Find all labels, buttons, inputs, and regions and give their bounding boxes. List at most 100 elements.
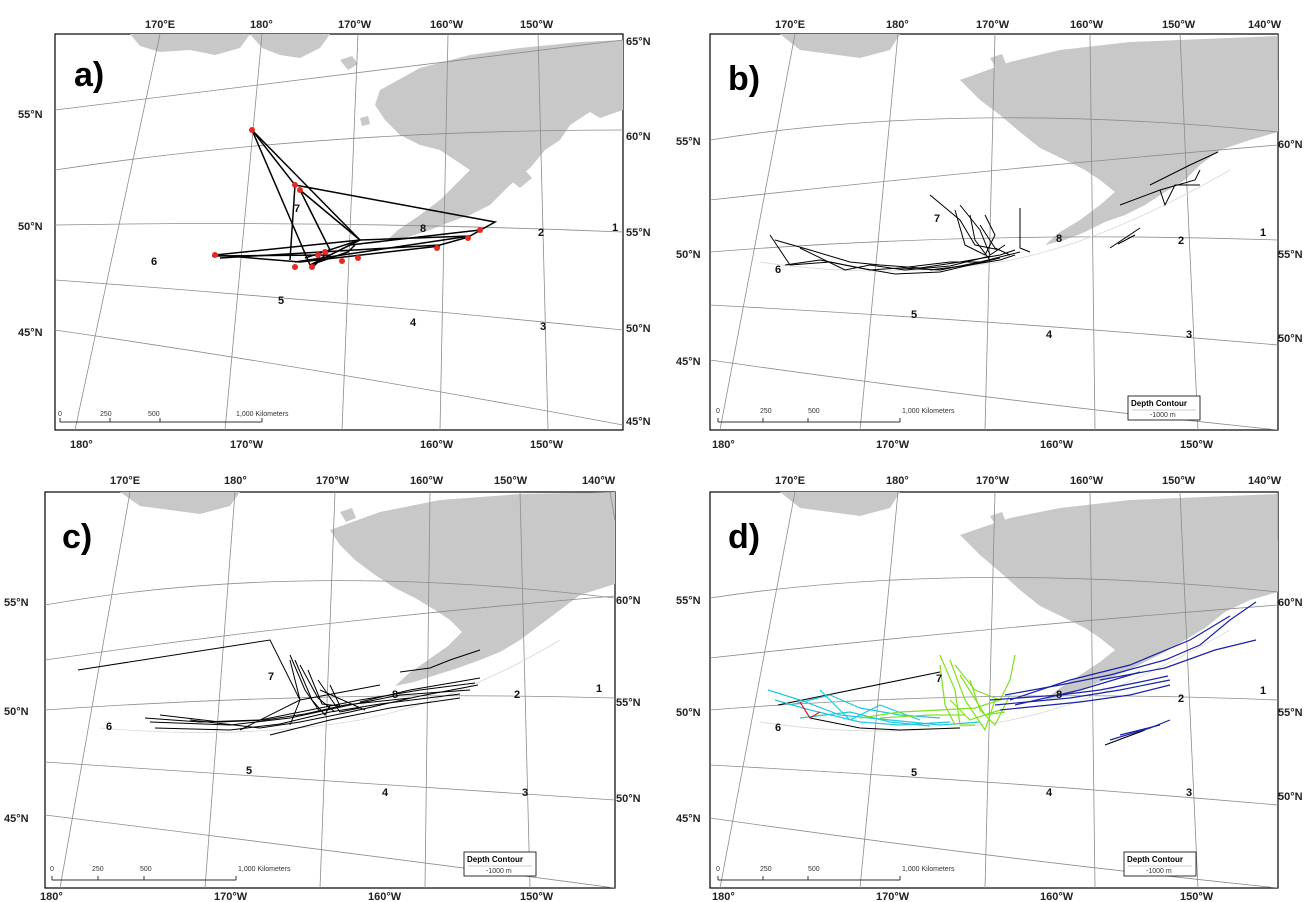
region-number: 8 [1056,689,1062,701]
tick-right: 55°N [616,697,641,709]
panel-d: d) 170°E 180° 170°W 160°W 150°W 140°W 18… [676,475,1303,902]
region-number: 5 [911,767,917,779]
scale-label: 500 [148,411,160,418]
land-siberia [120,492,240,514]
scale-label: 1,000 Kilometers [238,866,291,873]
depth-contour [759,169,1231,272]
tick-top: 150°W [494,475,528,487]
region-number: 1 [1260,227,1266,239]
tick-bottom: 160°W [1040,891,1074,902]
tick-top: 180° [886,475,909,487]
tick-left: 50°N [18,221,43,233]
tick-bottom: 170°W [214,891,248,902]
tick-top: 160°W [430,19,464,31]
scale-label: 500 [808,866,820,873]
tick-top: 140°W [1248,19,1282,31]
scale-label: 250 [100,411,112,418]
panel-letter: c) [62,518,92,556]
scale-label: 0 [716,866,720,873]
panel-letter: b) [728,60,760,98]
region-number: 8 [420,223,426,235]
region-number: 5 [246,765,252,777]
panel-c: c) 170°E 180° 170°W 160°W 150°W 140°W 18… [4,475,641,902]
scale-label: 500 [808,408,820,415]
tick-top: 150°W [1162,475,1196,487]
graticule [55,34,623,430]
land-siberia [780,492,900,516]
scale-label: 1,000 Kilometers [236,411,289,418]
region-number: 5 [278,295,284,307]
tick-top: 180° [224,475,247,487]
tick-right: 55°N [626,227,651,239]
region-number: 7 [936,673,942,685]
legend-sub: -1000 m [1146,868,1172,875]
region-number: 6 [775,722,781,734]
tick-right: 50°N [616,793,641,805]
region-number: 3 [1186,787,1192,799]
tick-left: 55°N [676,595,701,607]
tick-top: 170°E [110,475,140,487]
tick-bottom: 150°W [1180,891,1214,902]
tick-right: 50°N [626,323,651,335]
scale-bar: 0 250 500 1,000 Kilometers [716,408,955,423]
land-siberia-east [250,34,330,58]
tick-right: 55°N [1278,707,1303,719]
scale-bar: 0 250 500 1,000 Kilometers [50,866,291,881]
tick-top: 180° [250,19,273,31]
tick-left: 50°N [676,707,701,719]
tick-bottom: 170°W [876,439,910,451]
tick-top: 170°W [316,475,350,487]
depth-contour [99,639,561,733]
tick-right: 55°N [1278,249,1303,261]
legend-sub: -1000 m [486,868,512,875]
tick-left: 45°N [4,813,29,825]
tick-right: 50°N [1278,791,1303,803]
tick-bottom: 180° [712,891,735,902]
scale-bar: 0 250 500 1,000 Kilometers [716,866,955,881]
region-number: 8 [392,689,398,701]
tick-left: 50°N [4,706,29,718]
tick-bottom: 160°W [420,439,454,451]
region-number: 7 [934,213,940,225]
tick-left: 45°N [676,813,701,825]
region-number: 4 [382,787,389,799]
tick-bottom: 180° [712,439,735,451]
panel-letter: a) [74,56,104,94]
tick-bottom: 170°W [230,439,264,451]
land-alaska [330,492,615,686]
panel-b: b) 170°E 180° 170°W 160°W 150°W 140°W 18… [676,19,1303,451]
tick-bottom: 150°W [1180,439,1214,451]
land-alaska [960,36,1278,245]
tick-top: 140°W [582,475,616,487]
land-siberia [130,34,250,55]
tracks-black [777,671,1146,746]
scale-label: 1,000 Kilometers [902,866,955,873]
region-number: 2 [1178,235,1184,247]
tick-right: 50°N [1278,333,1303,345]
region-number: 4 [1046,787,1053,799]
tracks-panel-c [77,639,481,736]
scale-bar: 0 250 500 1,000 Kilometers [58,411,289,423]
region-number: 3 [540,321,546,333]
tracks-panel-b [769,151,1219,275]
region-number: 8 [1056,233,1062,245]
tick-bottom: 160°W [1040,439,1074,451]
scale-label: 0 [58,411,62,418]
tick-left: 55°N [676,136,701,148]
scale-label: 250 [760,408,772,415]
graticule [710,34,1278,430]
region-number: 3 [1186,329,1192,341]
scale-label: 0 [50,866,54,873]
tick-top: 170°E [145,19,175,31]
depth-contour [759,629,1231,732]
tick-right: 45°N [626,416,651,428]
tracks-blue [989,601,1257,741]
scale-label: 0 [716,408,720,415]
land-siberia [780,34,900,58]
tick-right: 60°N [626,131,651,143]
tick-top: 170°E [775,475,805,487]
tick-right: 60°N [616,595,641,607]
region-number: 2 [1178,693,1184,705]
scale-label: 1,000 Kilometers [902,408,955,415]
scale-label: 250 [92,866,104,873]
